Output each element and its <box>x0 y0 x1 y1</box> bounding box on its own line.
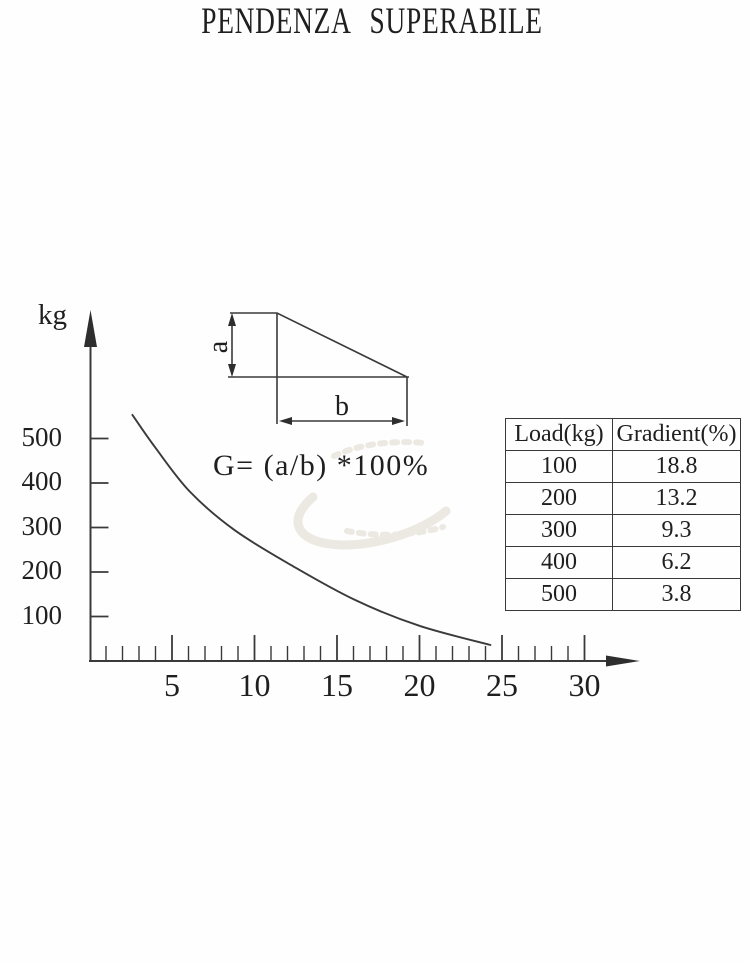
table-row: 500 3.8 <box>505 578 741 611</box>
table-header-cell: Gradient(%) <box>612 418 741 451</box>
diagram-label-a: a <box>203 340 234 354</box>
y-tick-label: 100 <box>21 599 63 630</box>
table-cell: 500 <box>505 578 613 611</box>
x-axis-arrowhead <box>606 655 640 667</box>
slope-profile <box>228 312 409 426</box>
y-tick-label: 200 <box>21 555 63 585</box>
load-gradient-curve <box>131 413 492 646</box>
y-tick-label: 500 <box>21 421 63 452</box>
table-header-row: Load(kg) Gradient(%) <box>505 418 741 451</box>
table-cell: 100 <box>505 450 613 483</box>
y-axis-arrowhead <box>84 310 97 347</box>
dimension-arrowheads <box>228 313 405 425</box>
table-cell: 3.8 <box>612 578 741 611</box>
table-row: 300 9.3 <box>505 514 741 547</box>
b-arrow-left-icon <box>279 417 292 425</box>
x-tick-label: 10 <box>238 667 271 703</box>
table-cell: 9.3 <box>612 514 741 547</box>
y-axis-ticks <box>91 437 109 618</box>
gradient-formula: G= (a/b) *100% <box>213 449 430 482</box>
watermark <box>293 439 451 550</box>
x-tick-label: 15 <box>321 667 353 703</box>
chart-title: PENDENZA SUPERABILE <box>201 1 543 42</box>
y-tick-label: 400 <box>21 466 63 496</box>
table-cell: 200 <box>505 482 613 515</box>
axes <box>89 342 608 662</box>
x-tick-label: 30 <box>568 667 601 703</box>
y-axis-unit-label: kg <box>38 299 67 331</box>
slope-diagram <box>228 312 409 426</box>
table-cell: 13.2 <box>612 482 741 515</box>
table-cell: 300 <box>505 514 613 547</box>
table-cell: 400 <box>505 546 613 579</box>
table-row: 200 13.2 <box>505 482 741 515</box>
y-tick-label: 300 <box>21 510 63 541</box>
x-tick-label: 5 <box>164 667 180 703</box>
diagram-label-b: b <box>335 391 349 422</box>
x-tick-label: 20 <box>403 667 436 703</box>
table-row: 400 6.2 <box>505 546 741 579</box>
table-cell: 18.8 <box>612 450 741 483</box>
load-gradient-table: Load(kg) Gradient(%) 100 18.8 200 13.2 300 9.3… <box>505 418 741 611</box>
x-axis-ticks <box>105 635 586 661</box>
table-row: 100 18.8 <box>505 450 741 483</box>
a-arrow-up-icon <box>228 313 236 326</box>
b-arrow-right-icon <box>392 417 405 425</box>
table-header-cell: Load(kg) <box>505 418 613 451</box>
a-arrow-down-icon <box>228 364 236 377</box>
table-cell: 6.2 <box>612 546 741 579</box>
x-tick-label: 25 <box>486 667 518 703</box>
